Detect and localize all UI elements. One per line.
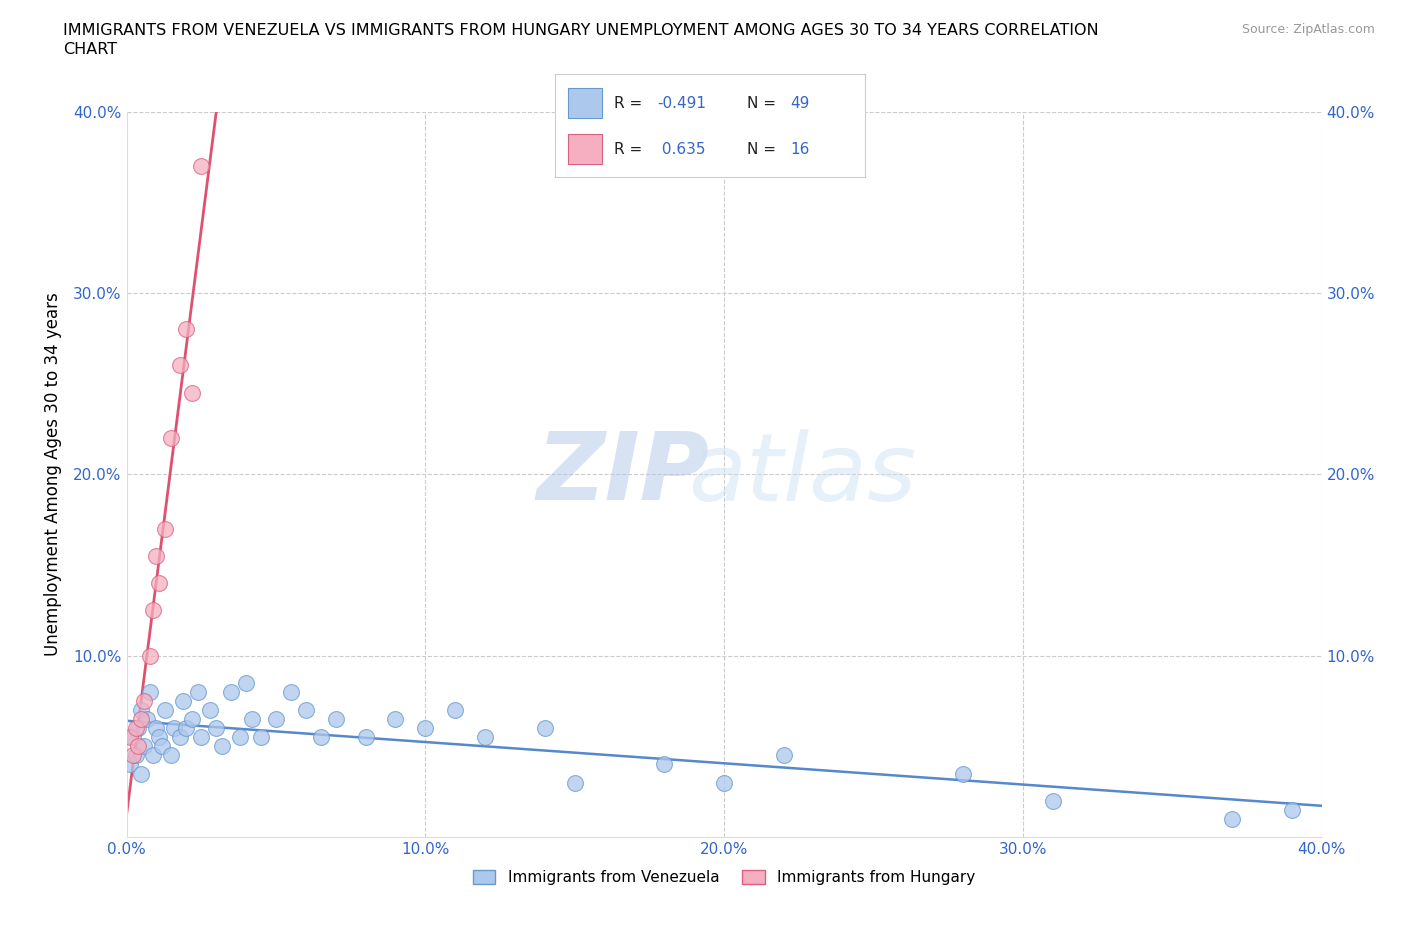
Point — [163, 721, 186, 736]
Point — [474, 730, 496, 745]
Point — [148, 576, 170, 591]
Point — [181, 385, 204, 400]
Point — [155, 703, 177, 718]
Point — [172, 694, 194, 709]
Point — [127, 721, 149, 736]
Text: -0.491: -0.491 — [658, 96, 706, 111]
Point — [127, 738, 149, 753]
Point — [121, 730, 143, 745]
Point — [145, 721, 167, 736]
Text: IMMIGRANTS FROM VENEZUELA VS IMMIGRANTS FROM HUNGARY UNEMPLOYMENT AMONG AGES 30 : IMMIGRANTS FROM VENEZUELA VS IMMIGRANTS … — [63, 23, 1099, 38]
Point — [169, 730, 191, 745]
Point — [205, 721, 228, 736]
Text: CHART: CHART — [63, 42, 117, 57]
Point — [152, 738, 174, 753]
Point — [131, 703, 153, 718]
Point — [652, 757, 675, 772]
Point — [235, 675, 257, 690]
Point — [309, 730, 332, 745]
Text: R =: R = — [614, 141, 647, 156]
Point — [174, 721, 197, 736]
Text: 49: 49 — [790, 96, 810, 111]
Point — [124, 748, 146, 763]
Point — [145, 549, 167, 564]
Point — [118, 730, 141, 745]
Point — [1042, 793, 1064, 808]
Point — [211, 738, 233, 753]
Point — [181, 711, 204, 726]
Point — [444, 703, 467, 718]
Point — [415, 721, 437, 736]
Point — [354, 730, 377, 745]
Point — [280, 684, 302, 699]
Legend: Immigrants from Venezuela, Immigrants from Hungary: Immigrants from Venezuela, Immigrants fr… — [467, 864, 981, 891]
Point — [148, 730, 170, 745]
Text: R =: R = — [614, 96, 647, 111]
Point — [121, 748, 143, 763]
Point — [160, 748, 183, 763]
Point — [240, 711, 263, 726]
Y-axis label: Unemployment Among Ages 30 to 34 years: Unemployment Among Ages 30 to 34 years — [44, 292, 62, 657]
Point — [169, 358, 191, 373]
Point — [131, 766, 153, 781]
Point — [124, 721, 146, 736]
Point — [713, 776, 735, 790]
Text: 16: 16 — [790, 141, 810, 156]
Point — [118, 757, 141, 772]
Point — [1281, 803, 1303, 817]
Text: N =: N = — [747, 96, 780, 111]
Point — [952, 766, 974, 781]
Point — [1220, 811, 1243, 827]
Point — [325, 711, 347, 726]
Point — [190, 730, 212, 745]
Point — [773, 748, 796, 763]
Point — [534, 721, 557, 736]
Text: N =: N = — [747, 141, 780, 156]
Point — [142, 603, 165, 618]
Point — [384, 711, 406, 726]
Point — [131, 711, 153, 726]
FancyBboxPatch shape — [568, 87, 602, 118]
Point — [229, 730, 252, 745]
Point — [564, 776, 586, 790]
FancyBboxPatch shape — [568, 134, 602, 165]
Point — [200, 703, 222, 718]
Point — [190, 158, 212, 173]
Text: atlas: atlas — [688, 429, 915, 520]
Point — [136, 711, 159, 726]
Text: Source: ZipAtlas.com: Source: ZipAtlas.com — [1241, 23, 1375, 36]
Text: ZIP: ZIP — [536, 429, 709, 520]
Point — [142, 748, 165, 763]
Point — [294, 703, 316, 718]
Point — [187, 684, 209, 699]
Point — [155, 521, 177, 536]
Point — [219, 684, 242, 699]
Point — [139, 684, 162, 699]
Point — [139, 648, 162, 663]
Point — [174, 322, 197, 337]
Point — [264, 711, 287, 726]
Point — [250, 730, 273, 745]
Point — [134, 738, 156, 753]
Point — [134, 694, 156, 709]
Text: 0.635: 0.635 — [658, 141, 706, 156]
Point — [160, 431, 183, 445]
